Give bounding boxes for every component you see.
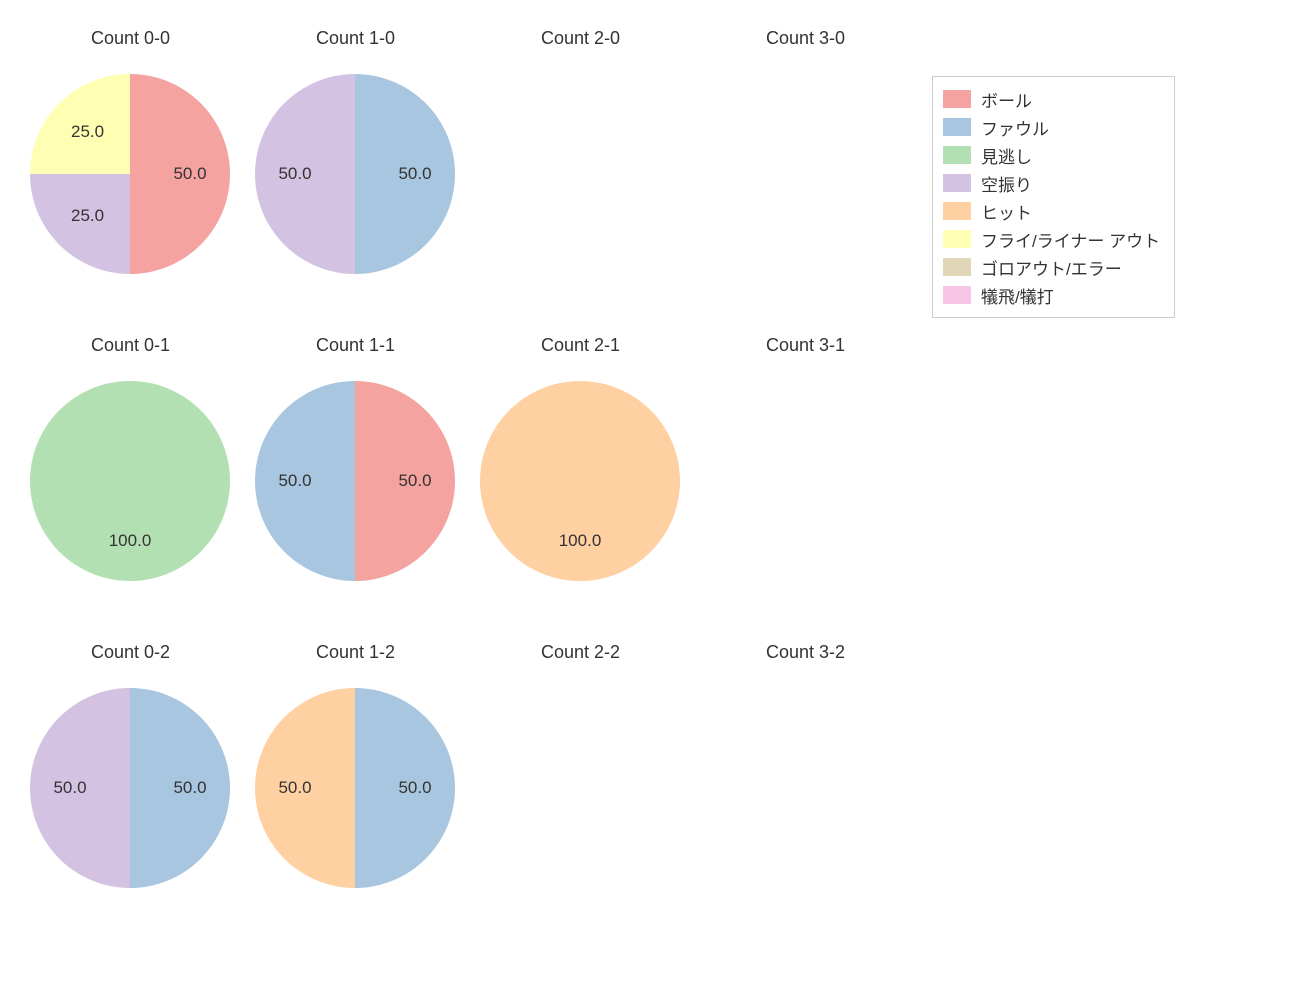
legend-swatch <box>943 174 971 192</box>
pie-chart: 50.0 50.0 <box>255 688 455 888</box>
pie-slice-label: 100.0 <box>559 531 602 551</box>
pie-cell: Count 0-1 100.0 <box>18 321 243 628</box>
pie-chart: 50.0 25.0 25.0 <box>30 74 230 274</box>
pie-title: Count 0-1 <box>18 335 243 356</box>
pie-cell: Count 1-2 50.0 50.0 <box>243 628 468 935</box>
pie-title: Count 3-1 <box>693 335 918 356</box>
pie-title: Count 0-0 <box>18 28 243 49</box>
legend-item: 犠飛/犠打 <box>943 281 1160 309</box>
legend-item: ボール <box>943 85 1160 113</box>
legend-label: 見逃し <box>981 143 1032 168</box>
pitch-count-pie-grid: Count 0-050.025.025.0Count 1-050.050.0Co… <box>0 0 1300 1000</box>
pie-slice-label: 50.0 <box>278 164 311 184</box>
legend-item: ゴロアウト/エラー <box>943 253 1160 281</box>
pie-title: Count 1-2 <box>243 642 468 663</box>
legend-swatch <box>943 90 971 108</box>
pie-title: Count 2-1 <box>468 335 693 356</box>
pie-title: Count 0-2 <box>18 642 243 663</box>
pie-title: Count 2-2 <box>468 642 693 663</box>
pie-chart: 100.0 <box>30 381 230 581</box>
pie-slice-label: 50.0 <box>173 164 206 184</box>
pie-title: Count 3-0 <box>693 28 918 49</box>
pie-cell: Count 1-0 50.0 50.0 <box>243 14 468 321</box>
pie-cell: Count 3-2 <box>693 628 918 935</box>
pie-title: Count 2-0 <box>468 28 693 49</box>
legend-item: フライ/ライナー アウト <box>943 225 1160 253</box>
legend-label: ボール <box>981 87 1032 112</box>
pie-title: Count 1-0 <box>243 28 468 49</box>
legend-label: ゴロアウト/エラー <box>981 255 1122 280</box>
pie-cell: Count 3-1 <box>693 321 918 628</box>
legend-swatch <box>943 230 971 248</box>
legend-item: ヒット <box>943 197 1160 225</box>
legend-label: フライ/ライナー アウト <box>981 227 1160 252</box>
legend-label: 空振り <box>981 171 1032 196</box>
pie-title: Count 1-1 <box>243 335 468 356</box>
legend-item: 見逃し <box>943 141 1160 169</box>
pie-cell: Count 3-0 <box>693 14 918 321</box>
pie-slice-label: 50.0 <box>398 164 431 184</box>
pie-slice <box>480 381 680 581</box>
legend-label: 犠飛/犠打 <box>981 283 1054 308</box>
pie-slice-label: 50.0 <box>278 778 311 798</box>
pie-slice <box>30 381 230 581</box>
legend: ボールファウル見逃し空振りヒットフライ/ライナー アウトゴロアウト/エラー犠飛/… <box>932 76 1175 318</box>
pie-slice-label: 50.0 <box>53 778 86 798</box>
pie-slice-label: 100.0 <box>109 531 152 551</box>
pie-slice-label: 25.0 <box>71 122 104 142</box>
pie-slice-label: 50.0 <box>278 471 311 491</box>
pie-chart: 100.0 <box>480 381 680 581</box>
legend-item: ファウル <box>943 113 1160 141</box>
pie-title: Count 3-2 <box>693 642 918 663</box>
pie-cell: Count 0-2 50.0 50.0 <box>18 628 243 935</box>
legend-swatch <box>943 118 971 136</box>
pie-slice-label: 50.0 <box>173 778 206 798</box>
legend-label: ヒット <box>981 199 1032 224</box>
legend-swatch <box>943 202 971 220</box>
pie-cell: Count 0-0 50.0 25.0 25.0 <box>18 14 243 321</box>
pie-slice-label: 50.0 <box>398 778 431 798</box>
legend-item: 空振り <box>943 169 1160 197</box>
pie-cell: Count 1-1 50.0 50.0 <box>243 321 468 628</box>
pie-cell: Count 2-1 100.0 <box>468 321 693 628</box>
pie-slice-label: 50.0 <box>398 471 431 491</box>
legend-swatch <box>943 258 971 276</box>
pie-cell: Count 2-2 <box>468 628 693 935</box>
legend-label: ファウル <box>981 115 1049 140</box>
legend-swatch <box>943 146 971 164</box>
pie-chart: 50.0 50.0 <box>30 688 230 888</box>
legend-swatch <box>943 286 971 304</box>
pie-slice-label: 25.0 <box>71 206 104 226</box>
pie-cell: Count 2-0 <box>468 14 693 321</box>
pie-chart: 50.0 50.0 <box>255 74 455 274</box>
pie-chart: 50.0 50.0 <box>255 381 455 581</box>
